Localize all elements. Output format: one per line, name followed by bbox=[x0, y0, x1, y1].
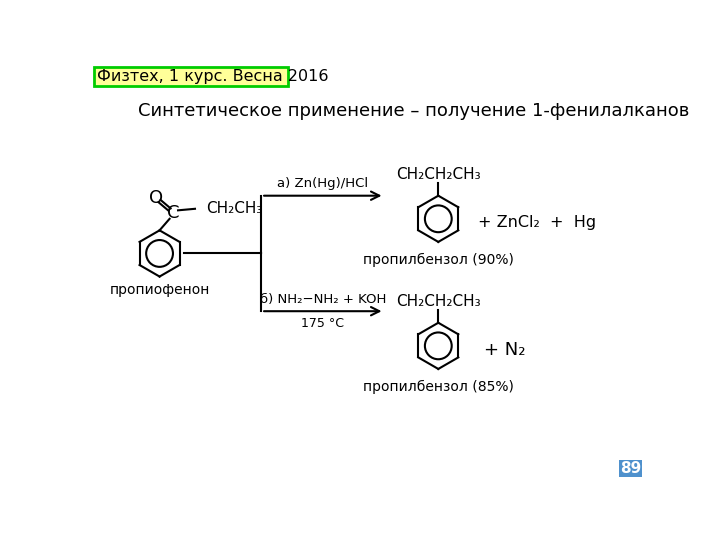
Text: + N₂: + N₂ bbox=[485, 341, 526, 359]
FancyBboxPatch shape bbox=[619, 460, 642, 477]
FancyBboxPatch shape bbox=[94, 67, 288, 85]
Text: CH₂CH₂CH₃: CH₂CH₂CH₃ bbox=[396, 167, 481, 181]
Text: а) Zn(Hg)/HCl: а) Zn(Hg)/HCl bbox=[277, 177, 369, 190]
Text: пропилбензол (85%): пропилбензол (85%) bbox=[363, 380, 514, 394]
Text: б) NH₂−NH₂ + KOH: б) NH₂−NH₂ + KOH bbox=[260, 293, 386, 306]
Text: пропилбензол (90%): пропилбензол (90%) bbox=[363, 253, 514, 267]
Text: + ZnCl₂  +  Hg: + ZnCl₂ + Hg bbox=[478, 215, 596, 230]
Text: 175 °C: 175 °C bbox=[301, 316, 344, 329]
Text: Физтех, 1 курс. Весна 2016: Физтех, 1 курс. Весна 2016 bbox=[97, 69, 329, 84]
Text: C: C bbox=[167, 205, 180, 222]
Text: пропиофенон: пропиофенон bbox=[109, 283, 210, 296]
Text: Синтетическое применение – получение 1-фенилалканов: Синтетическое применение – получение 1-ф… bbox=[138, 102, 689, 120]
Text: O: O bbox=[150, 189, 163, 207]
Text: 89: 89 bbox=[620, 461, 642, 476]
Text: CH₂CH₂CH₃: CH₂CH₂CH₃ bbox=[396, 294, 481, 309]
Text: CH₂CH₃: CH₂CH₃ bbox=[206, 200, 262, 215]
